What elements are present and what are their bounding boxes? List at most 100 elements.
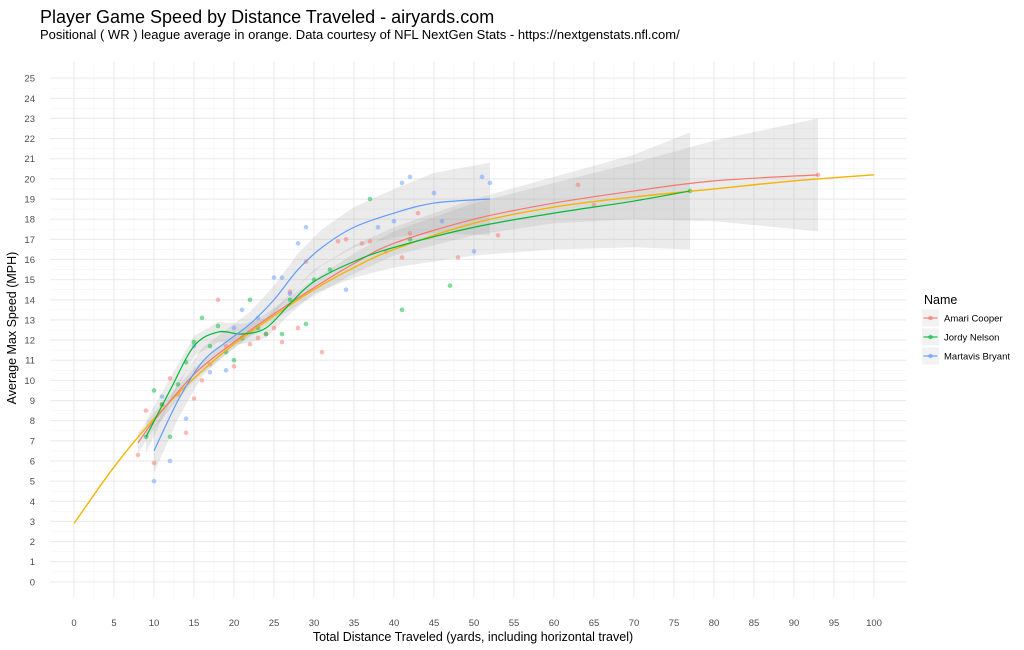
data-point <box>471 249 477 254</box>
data-point <box>415 210 421 216</box>
data-point <box>327 267 333 272</box>
fit-line <box>145 190 691 438</box>
data-point <box>271 325 277 331</box>
data-point <box>255 335 261 341</box>
x-tick-label: 85 <box>749 618 760 629</box>
data-point <box>231 363 237 369</box>
data-point <box>255 315 261 321</box>
confidence-band <box>154 162 490 474</box>
data-point <box>407 174 413 180</box>
x-tick-label: 5 <box>111 618 116 629</box>
data-point <box>183 430 189 436</box>
data-point <box>159 394 165 399</box>
y-tick-label: 0 <box>30 577 35 588</box>
y-tick-label: 20 <box>24 174 35 185</box>
fit-lines <box>73 174 875 524</box>
y-tick-label: 16 <box>24 255 35 266</box>
y-tick-label: 23 <box>24 114 35 125</box>
y-tick-label: 21 <box>24 154 35 165</box>
data-point <box>183 416 189 421</box>
data-point <box>247 341 253 347</box>
x-tick-label: 55 <box>509 618 520 629</box>
grid <box>50 62 906 598</box>
legend-title: Name <box>924 293 957 307</box>
legend-label: Jordy Nelson <box>944 333 999 344</box>
data-point <box>167 458 173 464</box>
data-point <box>151 388 157 393</box>
x-tick-label: 10 <box>149 618 160 629</box>
data-point <box>191 339 197 345</box>
data-point <box>359 241 365 246</box>
x-tick-label: 95 <box>829 618 840 629</box>
legend-key-point <box>928 334 933 340</box>
y-tick-label: 2 <box>30 537 35 548</box>
data-point <box>495 232 501 238</box>
data-point <box>279 275 285 280</box>
data-point <box>151 460 157 466</box>
data-point <box>479 174 485 180</box>
legend-label: Martavis Bryant <box>944 352 1010 363</box>
data-point <box>279 339 285 345</box>
fit-line <box>137 174 819 444</box>
x-tick-label: 25 <box>269 618 280 629</box>
x-tick-label: 100 <box>866 618 882 629</box>
y-tick-label: 8 <box>30 416 35 427</box>
data-point <box>439 218 445 224</box>
data-point <box>487 180 493 186</box>
data-point <box>319 349 325 355</box>
legend-label: Amari Cooper <box>944 314 1003 325</box>
chart-title: Player Game Speed by Distance Traveled -… <box>40 7 495 27</box>
data-point <box>239 307 245 313</box>
y-tick-label: 17 <box>24 235 35 246</box>
x-tick-label: 40 <box>389 618 400 629</box>
y-tick-label: 13 <box>24 315 35 326</box>
data-point <box>223 368 229 373</box>
x-tick-label: 0 <box>71 618 76 629</box>
data-point <box>399 255 405 260</box>
data-point <box>151 478 157 484</box>
data-point <box>207 343 213 349</box>
data-point <box>215 297 221 303</box>
x-tick-label: 15 <box>189 618 200 629</box>
x-tick-label: 30 <box>309 618 320 629</box>
data-point <box>199 378 205 383</box>
y-tick-label: 24 <box>24 94 35 105</box>
data-point <box>295 241 301 246</box>
data-point <box>247 297 253 303</box>
data-point <box>287 297 293 303</box>
chart-subtitle: Positional ( WR ) league average in oran… <box>40 27 680 42</box>
data-point <box>303 321 309 327</box>
data-point <box>167 434 173 440</box>
y-tick-label: 22 <box>24 134 35 145</box>
data-point <box>407 230 413 236</box>
y-tick-label: 15 <box>24 275 35 286</box>
data-point <box>399 180 405 186</box>
data-point <box>215 323 221 329</box>
y-axis-title: Average Max Speed (MPH) <box>5 252 19 405</box>
y-tick-label: 11 <box>25 356 35 367</box>
tick-labels: 0 5 10 15 20 25 30 35 40 45 50 55 60 65 70 75 80 85 90 95 10… <box>24 74 882 629</box>
y-tick-label: 3 <box>30 517 35 528</box>
data-point <box>271 275 277 280</box>
data-point <box>335 239 341 244</box>
data-point <box>399 307 405 313</box>
x-tick-label: 75 <box>669 618 680 629</box>
data-point <box>591 202 597 208</box>
data-point <box>231 325 237 331</box>
y-tick-label: 7 <box>30 436 35 447</box>
data-point <box>343 237 349 242</box>
x-tick-label: 70 <box>629 618 640 629</box>
y-tick-label: 12 <box>24 336 35 347</box>
y-tick-label: 25 <box>24 74 35 85</box>
data-point <box>175 382 181 387</box>
y-tick-label: 6 <box>30 456 35 467</box>
x-tick-label: 45 <box>429 618 440 629</box>
legend-key-point <box>928 315 933 321</box>
data-point <box>207 370 213 375</box>
y-tick-label: 18 <box>24 215 35 226</box>
data-point <box>231 357 237 363</box>
data-point <box>191 396 197 401</box>
y-tick-label: 5 <box>30 477 35 488</box>
y-tick-label: 9 <box>30 396 35 407</box>
